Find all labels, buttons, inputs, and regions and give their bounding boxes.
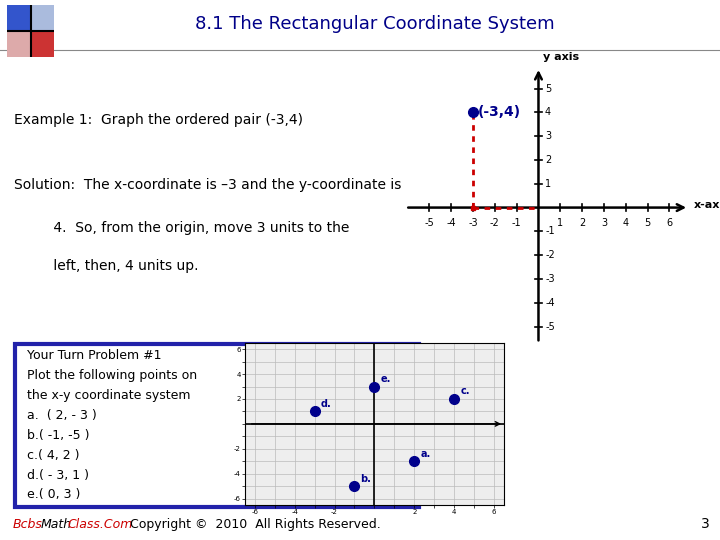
Text: -3: -3 <box>545 274 554 284</box>
Text: x-axis: x-axis <box>693 200 720 210</box>
Text: left, then, 4 units up.: left, then, 4 units up. <box>14 259 199 273</box>
Bar <box>30 5 54 31</box>
Text: -4: -4 <box>446 218 456 228</box>
Text: 8.1 The Rectangular Coordinate System: 8.1 The Rectangular Coordinate System <box>194 15 554 33</box>
Text: 2: 2 <box>579 218 585 228</box>
Text: Solution:  The x-coordinate is –3 and the y-coordinate is: Solution: The x-coordinate is –3 and the… <box>14 178 402 192</box>
Text: -2: -2 <box>490 218 500 228</box>
Text: 3: 3 <box>545 131 551 141</box>
Text: 1: 1 <box>545 179 551 189</box>
Text: d.: d. <box>320 399 331 409</box>
Text: Class.Com: Class.Com <box>68 518 133 531</box>
Text: Plot the following points on: Plot the following points on <box>27 369 197 382</box>
Text: (-3,4): (-3,4) <box>477 105 521 119</box>
Text: 5: 5 <box>545 84 552 93</box>
Text: -5: -5 <box>425 218 434 228</box>
Text: 4: 4 <box>623 218 629 228</box>
Text: -1: -1 <box>545 226 554 237</box>
Bar <box>7 5 30 31</box>
Text: e.( 0, 3 ): e.( 0, 3 ) <box>27 489 81 502</box>
Text: Math: Math <box>40 518 71 531</box>
Text: 4.  So, from the origin, move 3 units to the: 4. So, from the origin, move 3 units to … <box>14 221 350 235</box>
Text: -3: -3 <box>468 218 478 228</box>
Text: 2: 2 <box>545 155 552 165</box>
Text: Example 1:  Graph the ordered pair (-3,4): Example 1: Graph the ordered pair (-3,4) <box>14 113 303 127</box>
Text: y axis: y axis <box>543 52 579 63</box>
Text: 3: 3 <box>701 517 709 531</box>
Text: Your Turn Problem #1: Your Turn Problem #1 <box>27 349 162 362</box>
Text: c.( 4, 2 ): c.( 4, 2 ) <box>27 449 80 462</box>
Text: 3: 3 <box>601 218 607 228</box>
Text: b.: b. <box>361 474 372 484</box>
Text: 5: 5 <box>644 218 651 228</box>
Bar <box>7 31 30 57</box>
Text: Copyright ©  2010  All Rights Reserved.: Copyright © 2010 All Rights Reserved. <box>122 518 380 531</box>
Text: 4: 4 <box>545 107 551 117</box>
Text: a.: a. <box>420 449 431 459</box>
Text: Bcbs: Bcbs <box>13 518 42 531</box>
Text: e.: e. <box>380 374 391 384</box>
Text: -2: -2 <box>545 250 555 260</box>
Text: d.( - 3, 1 ): d.( - 3, 1 ) <box>27 469 89 482</box>
Text: -4: -4 <box>545 298 554 308</box>
Text: the x-y coordinate system: the x-y coordinate system <box>27 389 191 402</box>
Text: 1: 1 <box>557 218 563 228</box>
Text: c.: c. <box>460 387 469 396</box>
Text: -5: -5 <box>545 321 555 332</box>
Bar <box>30 31 54 57</box>
Text: 6: 6 <box>666 218 672 228</box>
Text: -1: -1 <box>512 218 521 228</box>
Text: b.( -1, -5 ): b.( -1, -5 ) <box>27 429 90 442</box>
Text: a.  ( 2, - 3 ): a. ( 2, - 3 ) <box>27 409 97 422</box>
